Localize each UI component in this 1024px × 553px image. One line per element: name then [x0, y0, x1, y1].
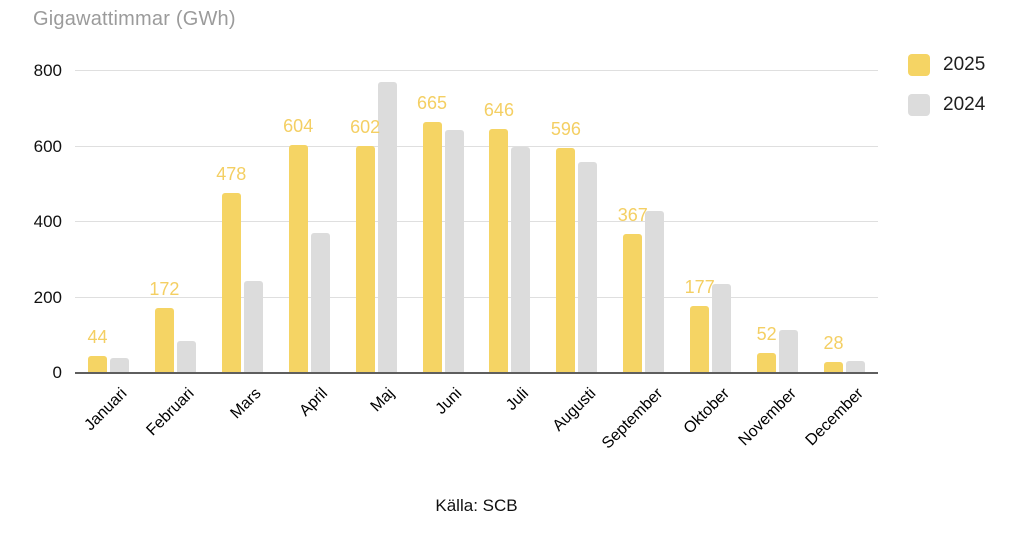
bar-value-label: 28 — [823, 333, 844, 354]
bar-2025-oktober — [690, 306, 710, 373]
gridline — [75, 296, 878, 298]
bar-group-november — [757, 329, 799, 373]
bar-group-februari — [154, 308, 196, 373]
bar-2024-september — [645, 210, 665, 373]
x-axis-label-mars: Mars — [227, 385, 265, 423]
x-axis-label-september: September — [598, 385, 666, 453]
bar-2024-februari — [176, 340, 196, 373]
bar-2025-januari — [87, 356, 107, 373]
bar-2024-maj — [377, 82, 397, 373]
y-axis-tick-label: 400 — [33, 212, 62, 231]
legend-label-2025: 2025 — [943, 54, 986, 75]
x-axis-label-augusti: Augusti — [549, 385, 599, 435]
bar-group-april — [288, 145, 330, 373]
bar-group-september — [623, 210, 665, 373]
bar-2024-mars — [243, 281, 263, 373]
bar-2025-augusti — [556, 148, 576, 373]
gridline — [75, 70, 878, 71]
bar-group-januari — [87, 356, 129, 373]
legend-item-2024: 2024 — [908, 94, 985, 116]
x-axis-label-november: November — [735, 385, 800, 450]
bar-group-mars — [221, 192, 263, 373]
bar-2024-januari — [109, 357, 129, 373]
legend: 2025 2024 — [908, 54, 985, 116]
bar-value-label: 646 — [483, 100, 514, 121]
bar-2024-oktober — [712, 284, 732, 373]
bar-group-oktober — [690, 284, 732, 373]
bar-group-maj — [355, 82, 397, 373]
bar-2025-juli — [489, 129, 509, 373]
x-axis-label-april: April — [296, 385, 332, 420]
bar-group-augusti — [556, 148, 598, 373]
bar-group-december — [824, 360, 866, 373]
bar-2024-november — [779, 329, 799, 373]
x-axis-baseline — [75, 372, 878, 374]
gridline — [75, 221, 878, 222]
y-axis-tick-label: 600 — [33, 136, 62, 156]
bar-2025-november — [757, 353, 777, 373]
bar-value-label: 665 — [417, 92, 448, 113]
bar-2025-december — [824, 362, 844, 373]
source-caption: Källa: SCB — [435, 496, 518, 515]
bar-2025-februari — [154, 308, 174, 373]
bar-2024-juli — [511, 146, 531, 373]
legend-item-2025: 2025 — [908, 54, 985, 76]
bar-2024-augusti — [578, 161, 598, 373]
x-axis-label-december: December — [802, 385, 867, 450]
bar-2025-september — [623, 234, 643, 373]
chart-title: Gigawattimmar (GWh) — [33, 8, 236, 30]
gridline — [75, 145, 878, 147]
legend-swatch-2024 — [908, 94, 930, 116]
bar-value-label: 478 — [216, 163, 247, 184]
bar-2024-april — [310, 233, 330, 373]
bar-group-juli — [489, 129, 531, 373]
x-axis-label-februari: Februari — [143, 385, 198, 440]
legend-label-2024: 2024 — [943, 94, 986, 115]
bar-value-label: 44 — [87, 327, 108, 348]
bar-2025-april — [288, 145, 308, 373]
x-axis-label-oktober: Oktober — [680, 385, 733, 438]
bar-group-juni — [422, 121, 464, 373]
bar-2025-mars — [221, 192, 241, 373]
bar-value-label: 596 — [550, 119, 581, 140]
bar-value-label: 604 — [283, 116, 314, 136]
y-axis-tick-label: 800 — [33, 61, 62, 80]
plot-area: 44 172 478 604 602 665 646 596 367 177 52 28 — [75, 70, 878, 374]
x-axis-label-juni: Juni — [432, 385, 466, 418]
bar-2024-juni — [444, 129, 464, 373]
bar-2025-juni — [422, 121, 442, 373]
bar-2024-december — [846, 360, 866, 373]
legend-swatch-2025 — [908, 54, 930, 76]
bar-2025-maj — [355, 145, 375, 373]
x-axis-label-juli: Juli — [502, 385, 532, 415]
y-axis-tick-label: 0 — [52, 363, 62, 382]
x-axis-label-maj: Maj — [367, 385, 399, 416]
y-axis-tick-label: 200 — [33, 287, 62, 307]
x-axis-label-januari: Januari — [81, 385, 131, 435]
